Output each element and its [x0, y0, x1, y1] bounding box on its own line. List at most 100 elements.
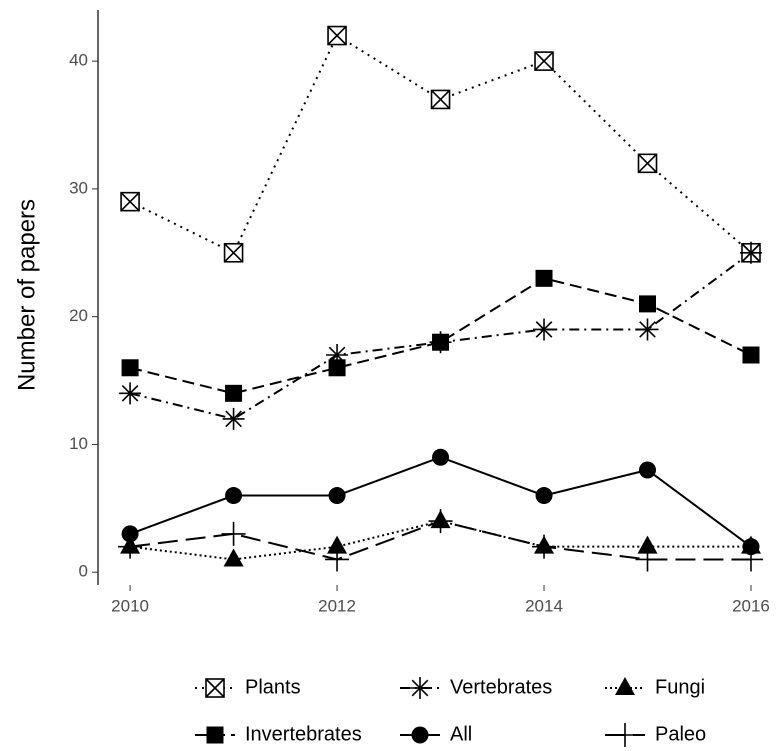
legend-label: Invertebrates [245, 723, 362, 745]
marker-part [432, 333, 450, 351]
marker-part [221, 521, 246, 546]
marker [206, 726, 224, 744]
marker-part [121, 525, 139, 543]
marker [223, 548, 244, 567]
marker [411, 726, 429, 744]
marker-part [430, 89, 451, 110]
marker-part [432, 448, 450, 466]
marker [738, 547, 763, 572]
y-tick-label: 40 [69, 51, 88, 70]
marker [535, 487, 553, 505]
marker [118, 534, 143, 559]
marker [205, 678, 225, 698]
marker [326, 344, 349, 366]
marker [221, 521, 246, 546]
series-line [129, 34, 752, 255]
marker-part [428, 509, 453, 534]
marker [327, 25, 347, 46]
marker-part [206, 726, 224, 744]
marker [120, 191, 140, 212]
marker [223, 242, 244, 263]
marker [639, 295, 657, 313]
marker [639, 461, 657, 479]
legend-label: Plants [245, 676, 301, 698]
marker-part [637, 535, 658, 554]
legend-label: All [450, 723, 472, 745]
marker-part [535, 487, 553, 505]
marker-part [225, 487, 243, 505]
marker-part [325, 547, 350, 572]
marker-part [738, 547, 763, 572]
marker [121, 525, 139, 543]
x-tick-label: 2016 [732, 596, 770, 615]
marker-part [119, 382, 142, 405]
marker [328, 487, 346, 505]
marker-part [327, 535, 348, 554]
marker [636, 318, 659, 341]
marker-part [411, 726, 429, 744]
marker [328, 359, 346, 377]
marker-part [635, 547, 660, 572]
marker-part [534, 51, 554, 71]
x-tick-label: 2014 [525, 596, 563, 615]
x-tick-label: 2010 [111, 596, 149, 615]
marker [225, 384, 243, 402]
marker-part [613, 723, 637, 747]
marker [533, 318, 556, 341]
marker-part [225, 384, 243, 402]
marker-part [118, 534, 143, 559]
marker [637, 535, 658, 554]
marker-part [636, 318, 659, 341]
marker [742, 346, 760, 364]
legend-label: Fungi [655, 676, 705, 698]
marker-part [639, 295, 657, 313]
marker-part [637, 153, 658, 173]
marker [613, 723, 637, 747]
y-axis-title: Number of papers [13, 199, 40, 391]
marker-part [742, 346, 760, 364]
marker-part [121, 359, 139, 377]
y-tick-label: 20 [69, 306, 88, 325]
marker-part [205, 678, 225, 698]
marker-part [535, 269, 553, 287]
marker [535, 269, 553, 287]
marker [119, 382, 142, 405]
marker [325, 547, 350, 572]
marker-part [409, 677, 431, 699]
marker-part [328, 359, 346, 377]
marker [432, 333, 450, 351]
y-tick-label: 0 [79, 562, 88, 581]
y-tick-label: 30 [69, 178, 88, 197]
x-tick-label: 2012 [318, 596, 356, 615]
marker [739, 241, 762, 264]
marker-part [739, 241, 762, 264]
marker-part [328, 487, 346, 505]
marker-part [223, 548, 244, 567]
marker-part [326, 344, 349, 366]
marker [742, 538, 760, 556]
marker-part [639, 461, 657, 479]
marker [635, 547, 660, 572]
marker [222, 407, 245, 430]
marker-part [223, 243, 244, 263]
marker-part [532, 534, 557, 559]
marker-part [120, 192, 140, 212]
marker [121, 359, 139, 377]
marker [432, 448, 450, 466]
marker [409, 677, 431, 699]
marker [225, 487, 243, 505]
marker [430, 89, 451, 110]
marker-part [222, 407, 245, 430]
marker [532, 534, 557, 559]
y-tick-label: 10 [69, 434, 88, 453]
marker [327, 535, 348, 554]
marker-part [615, 677, 635, 695]
legend-label: Vertebrates [450, 676, 552, 698]
marker-part [533, 318, 556, 341]
marker [615, 677, 635, 695]
marker-part [327, 25, 347, 46]
marker [534, 51, 554, 71]
marker [637, 153, 658, 174]
legend-label: Paleo [655, 723, 706, 745]
